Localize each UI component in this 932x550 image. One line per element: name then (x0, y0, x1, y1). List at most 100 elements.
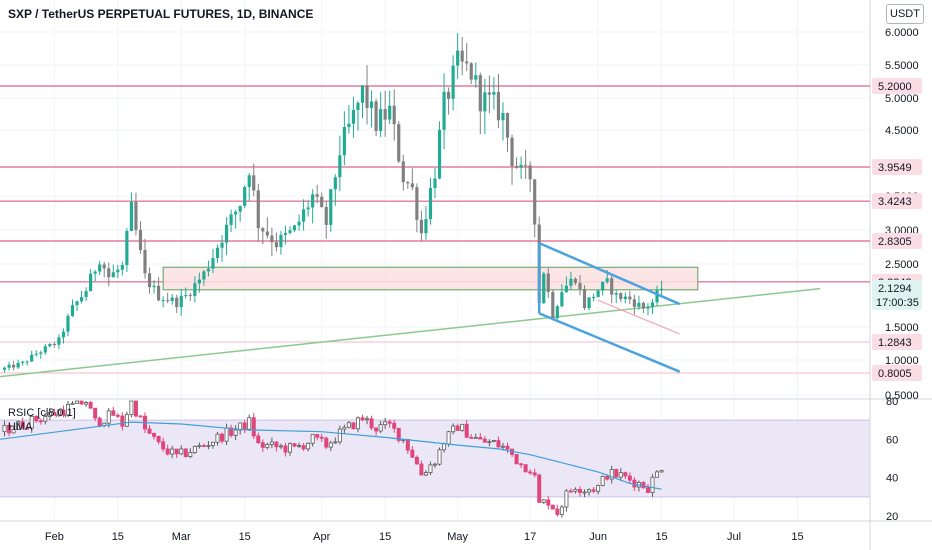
price-candle (215, 247, 220, 259)
price-candle (650, 302, 655, 308)
rsi-indicator-label[interactable]: RSIC [cl8,0,1] (8, 407, 76, 419)
price-candle (116, 269, 120, 273)
price-candle (70, 305, 75, 317)
price-candle (206, 268, 211, 272)
rsi-candle (523, 464, 528, 473)
price-candle (356, 102, 360, 111)
rsi-candle (256, 435, 261, 444)
rsi-candle (460, 423, 465, 431)
rsi-candle (170, 448, 175, 455)
rsi-candle (645, 487, 650, 493)
price-candle (465, 61, 469, 64)
last-price-text: 2.1294 (878, 283, 912, 295)
rsi-candle (519, 463, 524, 466)
time-tick-label: 15 (239, 531, 251, 543)
rsi-candle (437, 449, 442, 465)
price-candle (279, 234, 283, 248)
rsi-candle (578, 489, 582, 493)
channel-upper-line (538, 241, 681, 306)
price-candle (324, 207, 328, 225)
rsi-candle (333, 441, 338, 444)
price-candle (243, 187, 247, 206)
rsi-candle (115, 414, 120, 417)
price-candle (34, 353, 38, 355)
price-candle (238, 205, 242, 212)
price-candle (628, 296, 632, 300)
price-tick-label: 4.5000 (885, 125, 919, 137)
rsi-candle (383, 421, 388, 426)
time-tick-label: 15 (379, 531, 391, 543)
level-tag-text: 0.8005 (878, 368, 912, 380)
price-candle (7, 364, 11, 368)
rsi-candle (528, 471, 533, 474)
price-candle (111, 272, 115, 278)
rsi-candle (487, 441, 492, 443)
price-candle (347, 123, 351, 128)
price-candle (252, 175, 256, 191)
price-candle (505, 112, 510, 138)
rsi-candle (455, 425, 460, 431)
rsi-candle (405, 439, 410, 451)
price-candle (641, 302, 646, 309)
rsi-band-fill (0, 420, 870, 497)
rsi-candle (220, 433, 225, 442)
price-candle (152, 285, 156, 288)
rsi-candle (11, 429, 16, 434)
rsi-candle (215, 433, 220, 443)
rsi-candle (210, 441, 215, 446)
time-tick-label: 15 (112, 531, 124, 543)
rsi-candle (419, 463, 424, 476)
price-candles (2, 33, 664, 373)
last-price-tag (872, 280, 922, 310)
rsi-candle (550, 504, 555, 510)
price-candle (161, 300, 165, 302)
currency-selector[interactable]: USDT (886, 4, 924, 24)
price-candle (401, 161, 405, 183)
rsi-candle (93, 407, 98, 419)
rsi-candle (229, 427, 234, 436)
price-candle (188, 295, 192, 297)
rsi-candle (251, 417, 256, 437)
rsi-candle (627, 475, 632, 481)
price-candle (605, 278, 609, 282)
price-candle (315, 194, 319, 197)
price-tick-label: 1.0000 (885, 355, 919, 367)
price-candle (229, 214, 233, 225)
price-candle (157, 285, 161, 301)
zone-rect (162, 266, 699, 291)
price-candle (129, 201, 133, 231)
price-candle (306, 207, 310, 210)
price-candle (397, 124, 401, 162)
rsi-candle (38, 420, 43, 423)
rsi-candle (591, 489, 596, 492)
rsi-candle (188, 452, 193, 457)
price-candle (637, 302, 641, 307)
chart-title: SXP / TetherUS PERPETUAL FUTURES, 1D, BI… (8, 7, 314, 21)
price-candle (460, 50, 464, 62)
price-candle (369, 101, 374, 108)
price-candle (437, 129, 442, 179)
hma-indicator-label[interactable]: HMA (8, 421, 33, 433)
rsi-candle (174, 448, 179, 455)
price-candle (447, 91, 451, 99)
rsi-candle (609, 469, 614, 480)
price-candle (193, 283, 197, 296)
time-tick-label: 17 (524, 531, 536, 543)
rsi-candle (365, 418, 370, 421)
price-candle (66, 316, 70, 332)
price-candle (166, 300, 170, 302)
price-candle (415, 187, 419, 220)
rsi-candle (20, 421, 25, 429)
price-candle (175, 297, 179, 308)
rsi-candle (315, 434, 320, 438)
rsi-candle (360, 417, 365, 421)
rsi-candle (120, 415, 125, 427)
price-candle (48, 343, 52, 347)
rsi-tick-label: 40 (886, 473, 898, 485)
price-candle (302, 209, 306, 222)
price-candle (623, 296, 627, 300)
price-candle (43, 346, 47, 353)
rsi-candle (374, 427, 379, 432)
rsi-candle (165, 448, 170, 455)
price-candle (555, 306, 559, 319)
